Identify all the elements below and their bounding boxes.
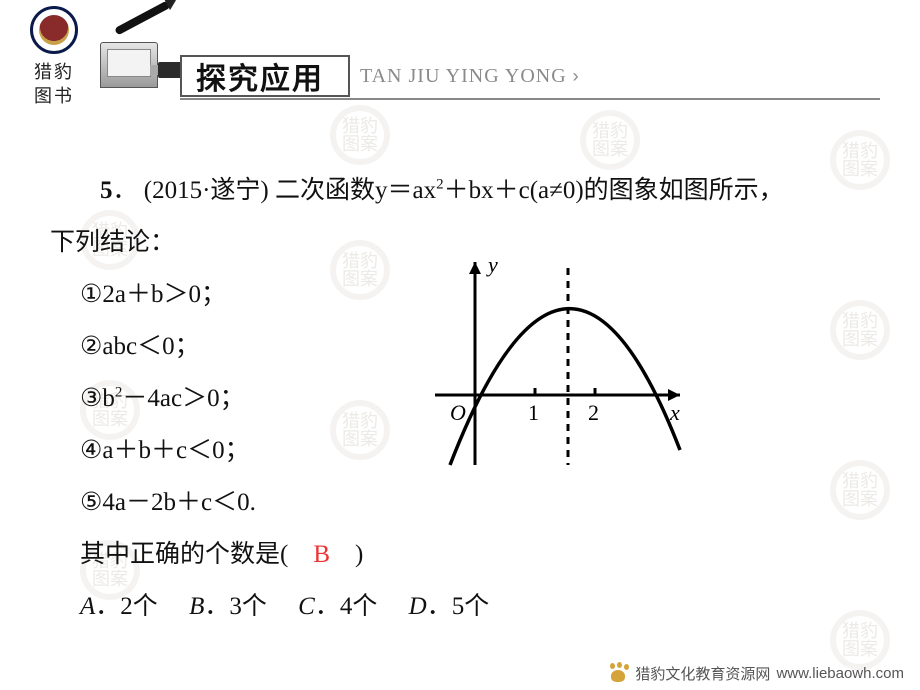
x-axis-label: x — [669, 400, 680, 425]
section-title: 探究应用 — [180, 55, 350, 97]
question-number: 5 — [100, 177, 113, 204]
y-axis-label: y — [486, 252, 498, 277]
brand-logo — [30, 6, 78, 54]
footer: 猎豹文化教育资源网 www.liebaowh.com — [607, 662, 904, 684]
conclusion-3b: －4ac＞0； — [122, 385, 244, 412]
conclusion-5: ⑤4a－2b＋c＜0. — [50, 477, 870, 529]
question-source: (2015·遂宁) — [144, 177, 269, 204]
origin-label: O — [450, 400, 466, 425]
watermark: 猎豹图案 — [330, 105, 390, 165]
option-C: 4个 — [340, 593, 378, 620]
options-row: A．2个 B．3个 C．4个 D．5个 — [50, 581, 870, 633]
x-tick-2: 2 — [588, 400, 599, 425]
header-divider — [180, 98, 880, 100]
option-A: 2个 — [120, 593, 158, 620]
question-stem-1: 二次函数y＝ax — [275, 177, 436, 204]
question-prompt: 其中正确的个数是( B ) — [50, 529, 870, 581]
question-stem-2: ＋bx＋c(a≠0)的图象如图所示， — [444, 177, 784, 204]
footer-url: www.liebaowh.com — [776, 665, 904, 682]
header: 猎豹图书 探究应用 TAN JIU YING YONG ››› — [0, 0, 920, 110]
section-title-pinyin: TAN JIU YING YONG — [360, 65, 567, 88]
brand-side-text: 猎豹图书 — [30, 60, 78, 108]
paw-icon — [607, 662, 629, 684]
footer-brand: 猎豹文化教育资源网 — [635, 663, 770, 684]
conclusion-3a: ③b — [80, 385, 115, 412]
header-illustration — [100, 28, 170, 88]
watermark: 猎豹图案 — [580, 110, 640, 170]
answer: B — [313, 541, 330, 568]
option-B: 3个 — [229, 593, 267, 620]
parabola-graph: y x O 1 2 — [430, 250, 690, 475]
x-tick-1: 1 — [528, 400, 539, 425]
option-D: 5个 — [452, 593, 490, 620]
question-sup1: 2 — [436, 177, 444, 193]
